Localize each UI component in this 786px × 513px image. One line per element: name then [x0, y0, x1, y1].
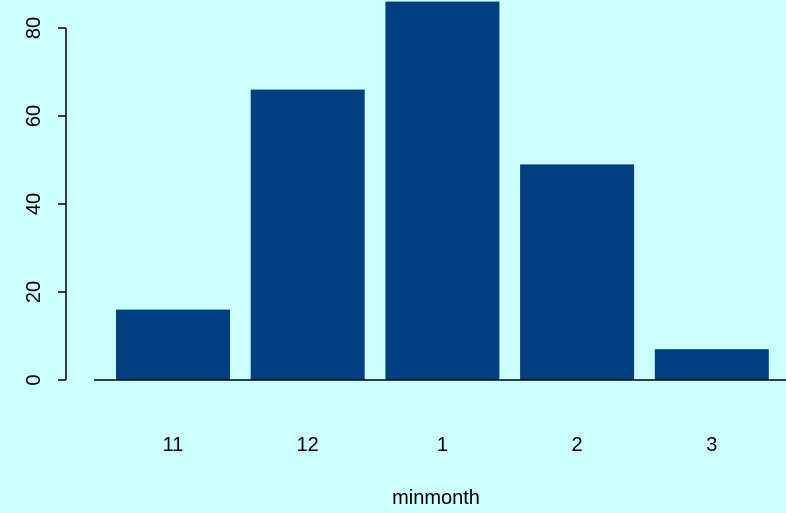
- x-axis-title: minmonth: [392, 487, 480, 509]
- category-label-2: 2: [572, 434, 583, 456]
- category-label-1: 1: [437, 434, 448, 456]
- category-labels: 11 12 1 2 3: [163, 434, 718, 456]
- y-tick-label: 60: [23, 105, 45, 127]
- bar-11: [116, 309, 230, 380]
- bar-1: [385, 1, 500, 380]
- category-label-12: 12: [297, 434, 319, 456]
- y-tick-label: 80: [23, 17, 45, 39]
- bar-12: [250, 89, 365, 380]
- category-label-11: 11: [163, 434, 184, 456]
- y-tick-label: 40: [23, 193, 45, 215]
- y-axis: 0 20 40 60 80: [23, 17, 67, 386]
- y-tick-label: 0: [23, 374, 45, 385]
- bar-2: [520, 164, 635, 380]
- bar-3: [654, 349, 769, 380]
- category-label-3: 3: [706, 434, 717, 456]
- y-tick-label: 20: [23, 281, 45, 303]
- bars: [116, 1, 769, 380]
